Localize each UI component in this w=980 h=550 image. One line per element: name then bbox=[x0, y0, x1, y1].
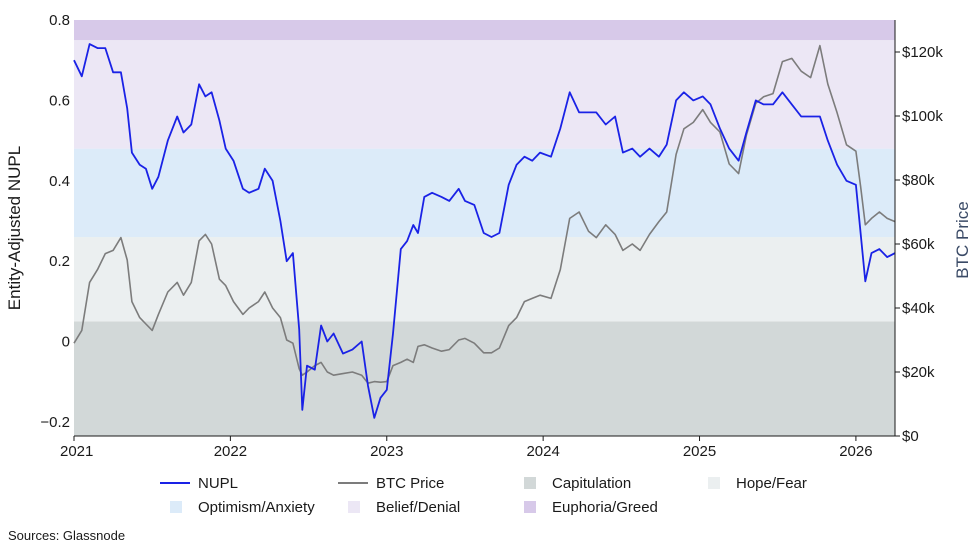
zone-band-hope-fear bbox=[74, 237, 895, 322]
axes: 2021 2022 2023 2024 2025 2026 0.8 0.6 0.4 0.2 0 −0.… bbox=[5, 12, 972, 460]
x-tick-label: 2021 bbox=[60, 443, 93, 460]
x-tick-label: 2022 bbox=[214, 443, 247, 460]
x-tick-label: 2023 bbox=[370, 443, 403, 460]
zone-bands bbox=[74, 20, 895, 436]
legend-swatch-belief-denial bbox=[348, 501, 360, 513]
legend-swatch-euphoria-greed bbox=[524, 501, 536, 513]
legend-label-euphoria-greed: Euphoria/Greed bbox=[552, 499, 658, 516]
y-right-tick-label: $40k bbox=[902, 300, 935, 317]
legend-label-hope-fear: Hope/Fear bbox=[736, 475, 807, 492]
y-right-tick-label: $0 bbox=[902, 428, 919, 445]
legend: NUPL BTC Price Capitulation Hope/Fear Optimi… bbox=[160, 475, 807, 516]
y-left-axis-title: Entity-Adjusted NUPL bbox=[5, 146, 24, 310]
y-left-tick-label: 0 bbox=[62, 334, 70, 351]
y-left-tick-label: 0.8 bbox=[49, 12, 70, 29]
legend-swatch-hope-fear bbox=[708, 477, 720, 489]
legend-swatch-capitulation bbox=[524, 477, 536, 489]
source-note: Sources: Glassnode bbox=[8, 528, 126, 543]
legend-label-capitulation: Capitulation bbox=[552, 475, 631, 492]
zone-band-euphoria-greed bbox=[74, 20, 895, 41]
y-right-tick-label: $60k bbox=[902, 236, 935, 253]
zone-band-belief-denial bbox=[74, 40, 895, 149]
legend-label-btc-price: BTC Price bbox=[376, 475, 444, 492]
series-lines bbox=[73, 43, 896, 419]
x-tick-label: 2024 bbox=[526, 443, 559, 460]
y-right-tick-label: $100k bbox=[902, 108, 943, 125]
legend-label-optimism-anxiety: Optimism/Anxiety bbox=[198, 499, 315, 516]
y-left-tick-label: 0.6 bbox=[49, 92, 70, 109]
legend-label-nupl: NUPL bbox=[198, 475, 238, 492]
series-line-nupl bbox=[73, 43, 896, 419]
y-right-tick-label: $80k bbox=[902, 172, 935, 189]
x-tick-label: 2026 bbox=[839, 443, 872, 460]
x-tick-label: 2025 bbox=[683, 443, 716, 460]
legend-swatch-optimism-anxiety bbox=[170, 501, 182, 513]
y-left-tick-label: 0.2 bbox=[49, 253, 70, 270]
legend-label-belief-denial: Belief/Denial bbox=[376, 499, 460, 516]
y-right-tick-label: $20k bbox=[902, 364, 935, 381]
y-left-tick-label: −0.2 bbox=[40, 414, 70, 431]
zone-band-capitulation bbox=[74, 321, 895, 436]
zone-band-optimism-anxiety bbox=[74, 148, 895, 238]
y-left-tick-label: 0.4 bbox=[49, 173, 70, 190]
y-right-axis-title: BTC Price bbox=[953, 201, 972, 278]
y-right-tick-label: $120k bbox=[902, 44, 943, 61]
